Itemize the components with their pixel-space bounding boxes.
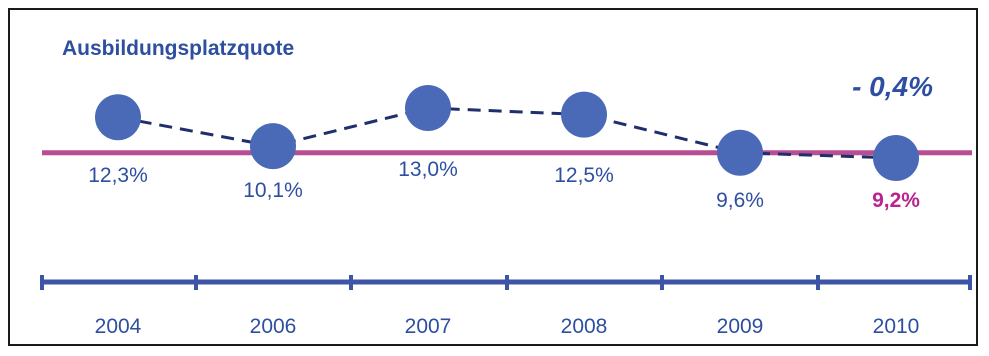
chart-title: Ausbildungsplatzquote — [62, 37, 294, 60]
x-tick-label: 2009 — [717, 315, 764, 338]
data-label: 9,6% — [716, 189, 764, 212]
data-point — [873, 135, 919, 181]
data-point — [405, 85, 451, 131]
series-line — [117, 106, 897, 160]
data-label: 12,5% — [554, 164, 614, 187]
data-label: 10,1% — [243, 179, 303, 202]
change-annotation: - 0,4% — [852, 71, 933, 102]
data-label: 13,0% — [398, 158, 458, 181]
data-point — [561, 91, 607, 138]
x-tick-label: 2007 — [405, 315, 452, 338]
data-point — [250, 123, 296, 170]
data-point — [717, 129, 763, 176]
data-point — [95, 94, 141, 141]
data-label: 9,2% — [872, 189, 920, 212]
x-tick-label: 2006 — [250, 315, 297, 338]
x-tick-label: 2010 — [873, 315, 920, 338]
data-label: 12,3% — [88, 164, 148, 187]
x-tick-label: 2008 — [561, 315, 608, 338]
x-tick-label: 2004 — [95, 315, 142, 338]
